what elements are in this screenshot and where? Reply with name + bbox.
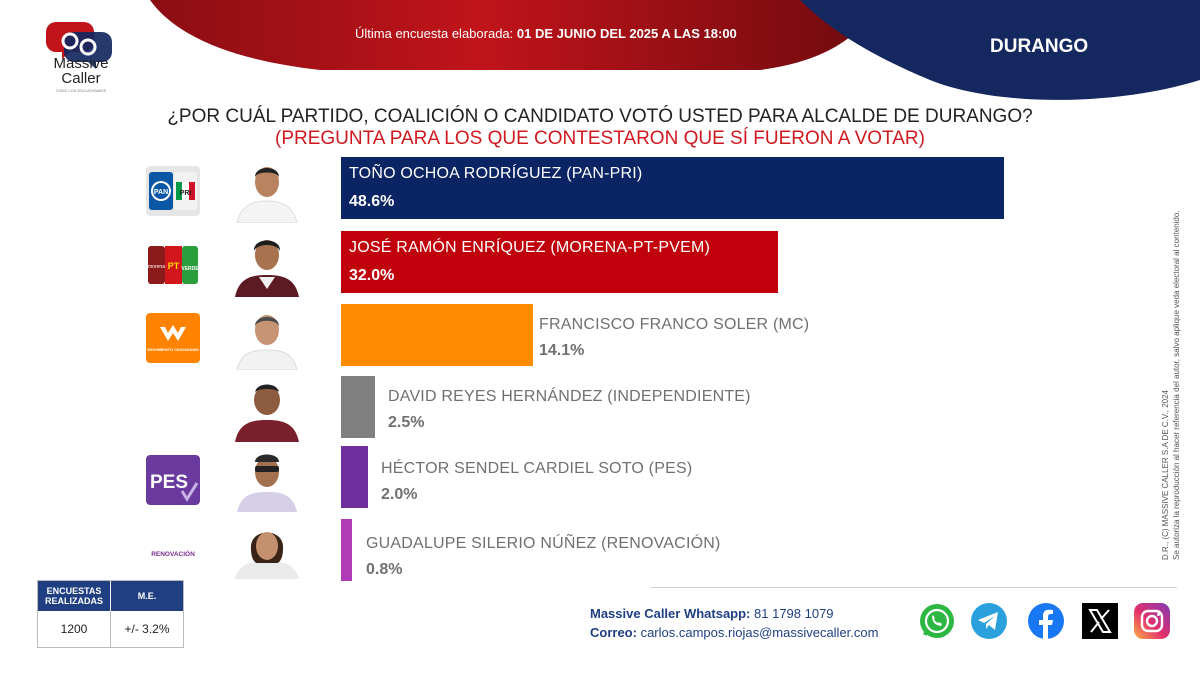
candidate-row: PES HÉCTOR SENDEL CARDIEL SOTO (PES) 2.0… bbox=[0, 446, 1140, 512]
candidate-name: FRANCISCO FRANCO SOLER (MC) bbox=[539, 316, 810, 333]
question-title: ¿POR CUÁL PARTIDO, COALICIÓN O CANDIDATO… bbox=[167, 106, 1033, 127]
renovacion-logo: RENOVACIÓN bbox=[146, 528, 200, 578]
candidate-percent: 14.1% bbox=[539, 342, 585, 359]
pes-logo: PES bbox=[146, 455, 200, 505]
logo-tagline: TODO LOS ESCUCHAMOS bbox=[55, 88, 107, 93]
telegram-icon[interactable] bbox=[970, 602, 1008, 640]
logo-wordmark: Massive Caller bbox=[36, 56, 126, 86]
bar-mark bbox=[341, 446, 368, 508]
survey-date-label: Última encuesta elaborada: bbox=[355, 26, 514, 41]
whatsapp-label: Massive Caller Whatsapp: bbox=[590, 606, 751, 621]
surveys-value: 1200 bbox=[38, 611, 111, 647]
candidate-name: TOÑO OCHOA RODRÍGUEZ (PAN-PRI) bbox=[349, 165, 643, 182]
header-banner bbox=[150, 0, 1200, 100]
candidate-row: PAN PRI TOÑO OCHOA RODRÍGUEZ (PAN-PRI) 4… bbox=[0, 157, 1140, 223]
survey-date-value: 01 DE JUNIO DEL 2025 A LAS 18:00 bbox=[516, 26, 737, 41]
margin-error-value: +/- 3.2% bbox=[124, 622, 170, 636]
copyright-line1: D.R., (C) MASSIVE CALLER S.A DE C.V., 20… bbox=[1161, 390, 1170, 560]
svg-text:PES: PES bbox=[150, 472, 188, 493]
candidate-photo bbox=[233, 376, 301, 442]
logo-wordmark-line1: Massive bbox=[53, 55, 109, 72]
email-contact: Correo: carlos.campos.riojas@massivecall… bbox=[590, 625, 878, 640]
email-address[interactable]: carlos.campos.riojas@massivecaller.com bbox=[640, 625, 879, 640]
question-subtitle: (PREGUNTA PARA LOS QUE CONTESTARON QUE S… bbox=[275, 128, 925, 149]
morena-pt-pvem-logo: morena PT VERDE bbox=[146, 240, 200, 290]
candidate-name: GUADALUPE SILERIO NÚÑEZ (RENOVACIÓN) bbox=[366, 535, 721, 552]
whatsapp-icon[interactable] bbox=[918, 602, 956, 640]
candidate-photo bbox=[233, 446, 301, 512]
margin-error-header: M.E. bbox=[111, 581, 183, 611]
copyright-line2: Se autoriza la reproducción al hacer ref… bbox=[1172, 210, 1181, 560]
candidate-photo bbox=[233, 304, 301, 370]
candidate-name: DAVID REYES HERNÁNDEZ (INDEPENDIENTE) bbox=[388, 388, 751, 405]
header-navy-shape bbox=[800, 0, 1200, 100]
bar-mark bbox=[341, 304, 533, 366]
bar-mark bbox=[341, 231, 778, 293]
candidate-percent: 32.0% bbox=[349, 267, 395, 284]
survey-stats-table: ENCUESTAS REALIZADAS M.E. 1200 +/- 3.2% bbox=[37, 580, 184, 648]
candidate-row: DAVID REYES HERNÁNDEZ (INDEPENDIENTE) 2.… bbox=[0, 376, 1140, 442]
candidate-name: JOSÉ RAMÓN ENRÍQUEZ (MORENA-PT-PVEM) bbox=[349, 239, 710, 256]
bar-mark bbox=[341, 519, 352, 581]
footer-divider bbox=[651, 587, 1177, 588]
movimiento-ciudadano-logo: MOVIMIENTO CIUDADANO bbox=[146, 313, 200, 363]
whatsapp-contact: Massive Caller Whatsapp: 81 1798 1079 bbox=[590, 606, 834, 621]
candidate-row: RENOVACIÓN GUADALUPE SILERIO NÚÑEZ (RENO… bbox=[0, 519, 1140, 585]
header-red-shape bbox=[150, 0, 880, 70]
logo-wordmark-line2: Caller bbox=[61, 70, 101, 87]
x-icon[interactable] bbox=[1081, 602, 1119, 640]
survey-date-text: Última encuesta elaborada: 01 DE JUNIO D… bbox=[355, 26, 755, 41]
massive-caller-logo bbox=[36, 14, 122, 100]
candidate-name: HÉCTOR SENDEL CARDIEL SOTO (PES) bbox=[381, 460, 693, 477]
svg-text:MOVIMIENTO CIUDADANO: MOVIMIENTO CIUDADANO bbox=[147, 347, 198, 352]
candidate-photo bbox=[233, 519, 301, 585]
instagram-icon[interactable] bbox=[1133, 602, 1171, 640]
surveys-header: ENCUESTAS REALIZADAS bbox=[38, 581, 111, 611]
bar-mark bbox=[341, 157, 1004, 219]
candidate-percent: 2.0% bbox=[381, 486, 418, 503]
svg-text:RENOVACIÓN: RENOVACIÓN bbox=[151, 549, 195, 558]
svg-text:PRI: PRI bbox=[180, 190, 192, 197]
email-label: Correo: bbox=[590, 625, 637, 640]
candidate-percent: 0.8% bbox=[366, 561, 403, 578]
svg-text:morena: morena bbox=[148, 264, 165, 270]
whatsapp-number[interactable]: 81 1798 1079 bbox=[754, 606, 834, 621]
pan-pri-logo: PAN PRI bbox=[146, 166, 200, 216]
facebook-icon[interactable] bbox=[1027, 602, 1065, 640]
candidate-row: MOVIMIENTO CIUDADANO FRANCISCO FRANCO SO… bbox=[0, 304, 1140, 370]
candidate-photo bbox=[233, 157, 301, 223]
bar-mark bbox=[341, 376, 375, 438]
candidate-row: morena PT VERDE JOSÉ RAMÓN ENRÍQUEZ (MOR… bbox=[0, 231, 1140, 297]
candidate-percent: 48.6% bbox=[349, 193, 395, 210]
candidate-photo bbox=[233, 231, 301, 297]
svg-text:VERDE: VERDE bbox=[181, 266, 199, 272]
candidate-percent: 2.5% bbox=[388, 414, 425, 431]
svg-text:PAN: PAN bbox=[154, 189, 168, 196]
svg-text:PT: PT bbox=[168, 261, 180, 271]
state-name: DURANGO bbox=[990, 36, 1089, 57]
